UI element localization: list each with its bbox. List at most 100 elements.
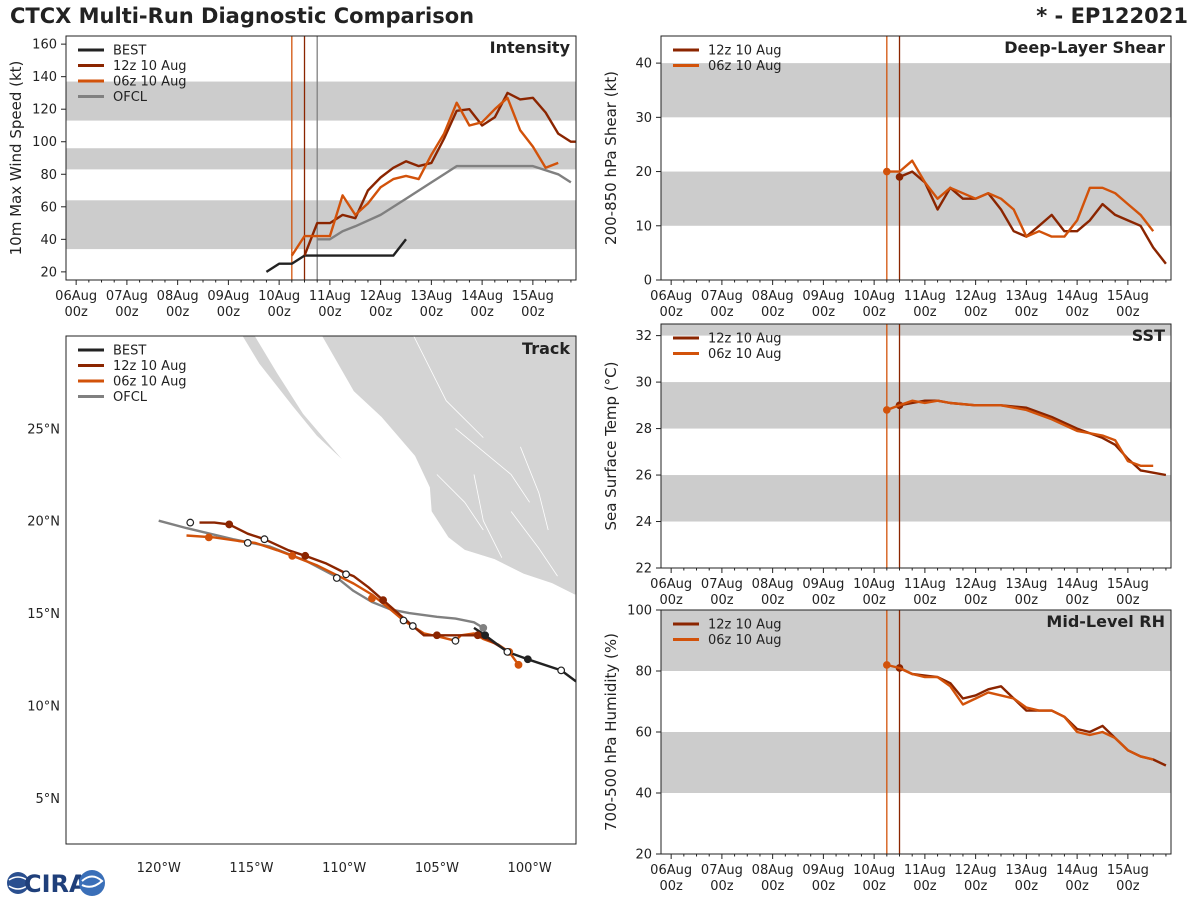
- x-tick-day: 14Aug: [1056, 289, 1098, 304]
- y-tick-label: 20: [40, 265, 57, 280]
- legend-label: 06z 10 Aug: [113, 375, 187, 390]
- x-tick-hour: 00z: [1015, 593, 1039, 608]
- y-tick-label: 80: [40, 168, 57, 183]
- x-tick-day: 13Aug: [1005, 863, 1047, 878]
- track-point: [332, 574, 341, 582]
- x-tick-day: 13Aug: [1005, 577, 1047, 592]
- x-tick-day: 07Aug: [106, 289, 148, 304]
- state-border: [436, 474, 484, 531]
- legend-label: 06z 10 Aug: [708, 633, 782, 648]
- track-point: [342, 570, 350, 579]
- y-tick-label: 22: [635, 562, 652, 577]
- series-line-ofcl: [317, 164, 572, 241]
- y-axis-label: Sea Surface Temp (°C): [602, 361, 620, 530]
- track-point: [473, 631, 482, 640]
- plot-frame: [65, 35, 577, 281]
- y-tick-label: 60: [635, 726, 652, 741]
- y-tick-label: 0: [644, 274, 652, 289]
- initial-point: [883, 406, 891, 414]
- track-line-run12: [199, 521, 507, 652]
- panel-title: Track: [522, 339, 570, 358]
- x-tick-day: 07Aug: [701, 577, 743, 592]
- x-tick-hour: 00z: [115, 305, 139, 320]
- threshold-band: [661, 171, 1171, 226]
- track-point: [288, 551, 297, 560]
- track-point: [186, 518, 195, 527]
- lat-tick-label: 10°N: [27, 699, 60, 714]
- x-tick-day: 09Aug: [802, 863, 844, 878]
- x-tick-hour: 00z: [1116, 879, 1140, 894]
- track-point: [368, 594, 376, 603]
- x-tick-hour: 00z: [710, 305, 734, 320]
- x-tick-day: 09Aug: [207, 289, 249, 304]
- x-tick-day: 11Aug: [904, 289, 946, 304]
- x-tick-hour: 00z: [1116, 593, 1140, 608]
- logo-swirl-icon: [79, 870, 105, 896]
- storm-id: * - EP122021: [1036, 4, 1188, 28]
- x-tick-hour: 00z: [521, 305, 545, 320]
- track-point: [243, 538, 252, 547]
- track-point: [408, 622, 417, 630]
- x-tick-hour: 00z: [964, 879, 988, 894]
- state-border: [413, 336, 484, 438]
- lat-tick-label: 25°N: [27, 422, 60, 437]
- track-panel: 120°W 115°W 110°W 105°W 100°W 5°N 10°N 15°N 20°N…: [27, 335, 577, 876]
- mexico-landmass: [321, 336, 576, 596]
- x-tick-day: 08Aug: [752, 577, 794, 592]
- sst-panel: 22242628303206Aug00z07Aug00z08Aug00z09Au…: [602, 323, 1172, 608]
- x-tick-day: 10Aug: [853, 289, 895, 304]
- x-tick-day: 15Aug: [512, 289, 554, 304]
- track-point: [399, 616, 408, 625]
- y-tick-label: 100: [627, 604, 652, 619]
- x-tick-day: 08Aug: [157, 289, 199, 304]
- state-border: [473, 474, 503, 558]
- x-tick-hour: 00z: [659, 879, 683, 894]
- plot-frame: [65, 335, 577, 845]
- legend-label: 06z 10 Aug: [708, 347, 782, 362]
- legend-label: OFCL: [113, 90, 148, 105]
- plot-frame: [660, 35, 1172, 281]
- threshold-band: [66, 200, 576, 250]
- threshold-band: [661, 324, 1171, 336]
- threshold-band: [661, 382, 1171, 429]
- track-point: [557, 666, 566, 675]
- x-tick-hour: 00z: [318, 305, 342, 320]
- y-tick-label: 40: [635, 787, 652, 802]
- track-line-run06: [186, 534, 520, 666]
- series-line-run06: [886, 399, 1154, 467]
- x-tick-day: 12Aug: [955, 289, 997, 304]
- track-point: [481, 631, 490, 640]
- threshold-band: [661, 732, 1171, 793]
- x-tick-hour: 00z: [1015, 305, 1039, 320]
- y-tick-label: 28: [635, 422, 652, 437]
- x-tick-hour: 00z: [913, 305, 937, 320]
- x-tick-hour: 00z: [659, 593, 683, 608]
- rh-panel: 2040608010006Aug00z07Aug00z08Aug00z09Aug…: [602, 604, 1172, 894]
- y-axis-label: 700-500 hPa Humidity (%): [602, 633, 620, 831]
- track-point: [225, 520, 234, 529]
- legend-label: 06z 10 Aug: [113, 75, 187, 90]
- track-point: [451, 636, 460, 645]
- track-point: [433, 631, 441, 640]
- lon-tick-label: 110°W: [322, 861, 366, 876]
- x-tick-hour: 00z: [1065, 305, 1089, 320]
- lon-tick-label: 115°W: [229, 861, 273, 876]
- x-tick-day: 13Aug: [1005, 289, 1047, 304]
- x-tick-hour: 00z: [420, 305, 444, 320]
- legend-label: BEST: [113, 44, 146, 59]
- x-tick-day: 09Aug: [802, 289, 844, 304]
- y-axis-label: 200-850 hPa Shear (kt): [602, 71, 620, 245]
- track-point: [204, 533, 213, 542]
- x-tick-day: 14Aug: [1056, 863, 1098, 878]
- shear-series: [883, 159, 1167, 265]
- x-tick-hour: 00z: [64, 305, 88, 320]
- threshold-band: [661, 610, 1171, 671]
- x-tick-hour: 00z: [964, 305, 988, 320]
- threshold-band: [661, 475, 1171, 522]
- x-tick-day: 06Aug: [55, 289, 97, 304]
- x-tick-day: 14Aug: [1056, 577, 1098, 592]
- y-tick-label: 30: [635, 111, 652, 126]
- x-tick-hour: 00z: [913, 593, 937, 608]
